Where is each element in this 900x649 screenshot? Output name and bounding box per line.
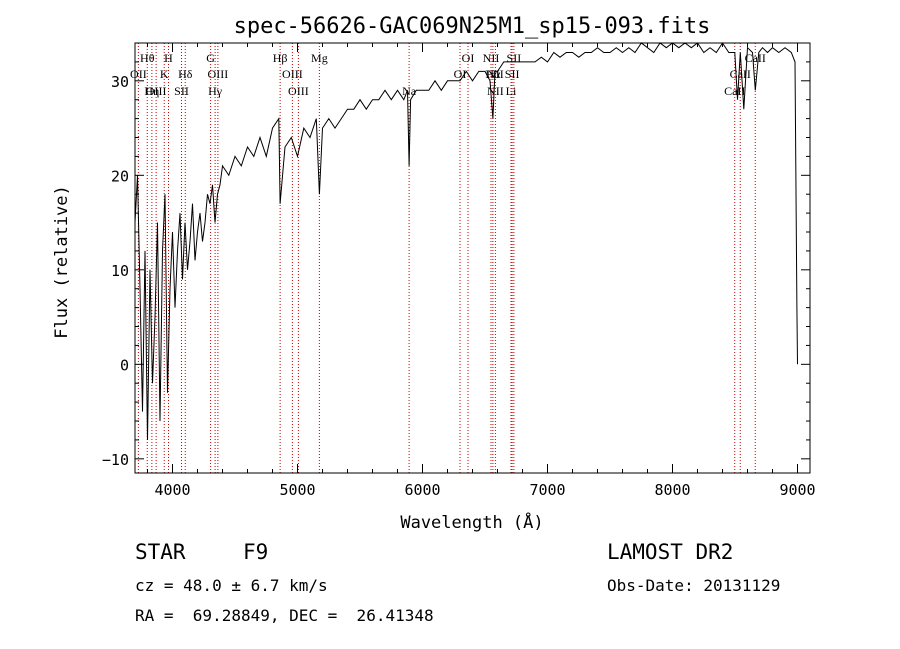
- y-tick-label: 10: [111, 262, 129, 280]
- observation-date: Obs-Date: 20131129: [607, 576, 781, 595]
- x-tick-label: 9000: [779, 481, 815, 499]
- x-tick-label: 5000: [279, 481, 315, 499]
- line-label: Hθ: [140, 51, 155, 65]
- x-tick-label: 8000: [654, 481, 690, 499]
- line-label: Hη: [144, 84, 159, 98]
- survey-name: LAMOST DR2: [607, 540, 734, 564]
- line-label: Hβ: [273, 51, 288, 65]
- y-axis-label: Flux (relative): [52, 185, 72, 339]
- line-label: Hγ: [208, 84, 223, 98]
- chart-title: spec-56626-GAC069N25M1_sp15-093.fits: [234, 14, 711, 39]
- line-label: CaII: [745, 51, 766, 65]
- line-label: Hα: [485, 67, 501, 81]
- line-label: SII: [505, 67, 520, 81]
- line-label: OIII: [208, 67, 229, 81]
- y-axis: −10 0 10 20 30: [102, 61, 810, 469]
- line-label: NII: [483, 51, 500, 65]
- line-label: Hδ: [178, 67, 193, 81]
- plot-frame: [134, 42, 811, 474]
- line-label: SII: [174, 84, 189, 98]
- line-label: NII: [487, 84, 504, 98]
- line-markers: [137, 43, 756, 473]
- y-tick-label: 0: [120, 356, 129, 374]
- y-tick-label: −10: [102, 451, 129, 469]
- line-label: CaII: [730, 67, 751, 81]
- spectral-class: STAR: [135, 540, 186, 564]
- line-label: OIII: [288, 84, 309, 98]
- line-label: OII: [130, 67, 147, 81]
- line-label: Li: [506, 84, 517, 98]
- y-tick-label: 20: [111, 167, 129, 185]
- spectrum-line: [134, 42, 798, 440]
- line-label: OI: [462, 51, 475, 65]
- line-label: OIII: [146, 84, 167, 98]
- ra-dec: RA = 69.28849, DEC = 26.41348: [135, 606, 434, 625]
- x-tick-label: 7000: [529, 481, 565, 499]
- line-label: OIII: [282, 67, 303, 81]
- line-label: G: [206, 51, 215, 65]
- line-label: Na: [402, 84, 417, 98]
- line-label: K: [160, 67, 169, 81]
- line-label: CaII: [724, 84, 745, 98]
- x-tick-label: 4000: [154, 481, 190, 499]
- redshift-cz: cz = 48.0 ± 6.7 km/s: [135, 576, 328, 595]
- x-tick-label: 6000: [404, 481, 440, 499]
- spectral-subclass: F9: [243, 540, 269, 564]
- line-label: H: [164, 51, 173, 65]
- line-label: OI: [454, 67, 467, 81]
- line-label: Mg: [311, 51, 328, 65]
- x-axis-label: Wavelength (Å): [400, 511, 543, 533]
- y-tick-label: 30: [111, 73, 129, 91]
- x-axis: 4000 5000 6000 7000 8000 9000: [147, 43, 816, 499]
- line-label: SII: [507, 51, 522, 65]
